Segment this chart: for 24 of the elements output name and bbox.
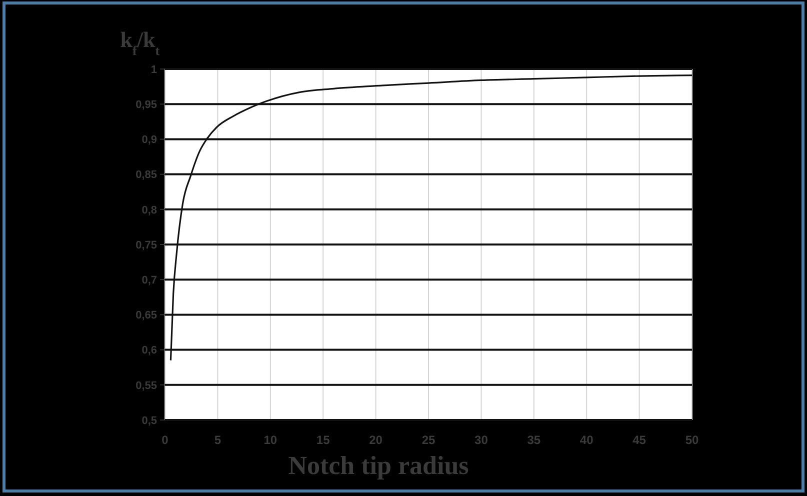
y-tick-label: 0,6 <box>142 344 157 357</box>
x-tick-label: 5 <box>214 433 222 448</box>
y-tick-label: 0,5 <box>142 414 157 427</box>
y-tick-label: 0,65 <box>136 310 157 322</box>
x-tick-label: 15 <box>316 433 330 448</box>
y-tick-label: 0,75 <box>136 239 157 252</box>
y-tick-label: 0,9 <box>142 134 157 146</box>
x-tick-label: 0 <box>162 433 169 448</box>
x-axis-title: Notch tip radius <box>288 451 469 480</box>
y-tick-label: 0,55 <box>136 380 157 392</box>
y-tick-label: 0,95 <box>136 98 157 111</box>
x-tick-label: 10 <box>264 433 278 448</box>
y-tick-label: 0,85 <box>136 169 157 182</box>
y-tick-label: 1 <box>150 64 157 76</box>
x-tick-label: 25 <box>422 433 436 448</box>
x-tick-label: 50 <box>685 433 699 448</box>
chart-title: k$_{f}$/k$_{t}$ <box>120 27 160 58</box>
x-tick-label: 40 <box>580 433 594 448</box>
y-tick-label: 0,8 <box>142 204 157 216</box>
x-tick-label: 30 <box>474 433 488 448</box>
x-tick-label: 45 <box>632 433 646 448</box>
y-tick-label: 0,7 <box>142 274 157 286</box>
x-tick-label: 35 <box>527 433 541 448</box>
x-tick-label: 20 <box>369 433 383 448</box>
